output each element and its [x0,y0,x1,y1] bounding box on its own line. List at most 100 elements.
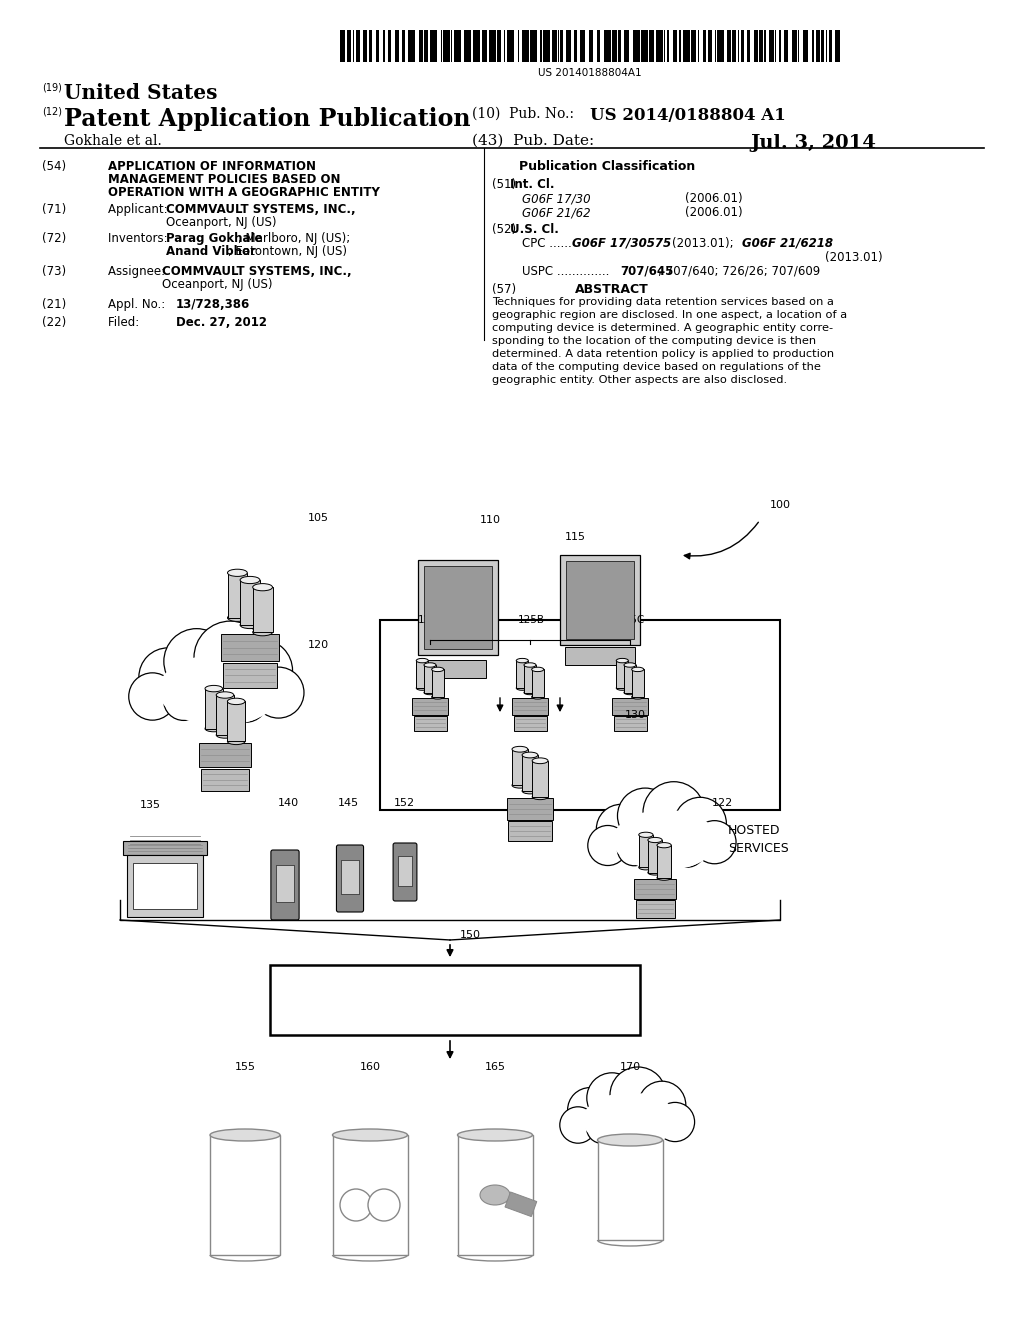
Text: 105: 105 [308,513,329,523]
Text: (2006.01): (2006.01) [685,191,742,205]
Bar [612,30,617,62]
Bar [597,1140,663,1239]
Text: 125C: 125C [618,615,645,624]
Ellipse shape [227,569,248,577]
Text: data of the computing device based on regulations of the: data of the computing device based on re… [492,362,821,372]
Bar [412,698,447,714]
Text: Applicant:: Applicant: [108,203,171,216]
Text: COMMVAULT SYSTEMS, INC.,: COMMVAULT SYSTEMS, INC., [162,265,351,279]
Bar [565,647,635,665]
Bar [613,715,646,731]
Bar [505,1192,537,1217]
Text: 170: 170 [620,1063,641,1072]
Text: (43)  Pub. Date:: (43) Pub. Date: [472,135,594,148]
Text: (2013.01);: (2013.01); [672,238,733,249]
Ellipse shape [512,783,527,788]
Text: 115: 115 [565,532,586,543]
Text: G06F 21/62: G06F 21/62 [522,206,591,219]
Bar [205,689,222,729]
Bar [633,30,640,62]
Text: Patent Application Publication: Patent Application Publication [63,107,470,131]
FancyBboxPatch shape [393,843,417,902]
Bar [369,30,372,62]
Bar [829,30,831,62]
Bar [616,660,629,688]
Bar [418,560,498,655]
Bar [574,30,577,62]
Text: United States: United States [63,83,217,103]
Circle shape [224,678,268,722]
Text: U.S. Cl.: U.S. Cl. [510,223,559,236]
Bar [512,750,527,785]
Ellipse shape [424,663,436,667]
Bar [388,30,391,62]
Text: Oceanport, NJ (US): Oceanport, NJ (US) [166,216,276,228]
Bar [216,696,233,735]
Ellipse shape [624,690,636,694]
Circle shape [617,832,651,866]
Text: (72): (72) [42,232,67,246]
Text: 125A: 125A [418,615,445,624]
Text: 110: 110 [480,515,501,525]
Bar [641,30,648,62]
Bar [649,30,654,62]
Bar [414,715,446,731]
Ellipse shape [639,865,653,870]
Bar [648,840,663,873]
Bar [508,821,552,841]
Bar [443,30,450,62]
Ellipse shape [480,1185,510,1205]
Text: Appl. No.:: Appl. No.: [108,298,173,312]
Ellipse shape [516,659,528,663]
Text: Dec. 27, 2012: Dec. 27, 2012 [176,315,267,329]
Text: , Marlboro, NJ (US);: , Marlboro, NJ (US); [238,232,350,246]
Bar [835,30,840,62]
Circle shape [643,781,705,843]
Bar [383,30,385,62]
Text: 145: 145 [338,799,359,808]
Text: Assignee:: Assignee: [108,265,169,279]
Bar [199,743,251,767]
Text: (19): (19) [42,83,61,92]
Circle shape [617,788,673,843]
Ellipse shape [253,628,272,636]
Bar [560,554,640,645]
Circle shape [567,1088,612,1133]
Ellipse shape [532,758,548,764]
Text: Int. Cl.: Int. Cl. [510,178,555,191]
Bar [639,834,653,867]
Text: (2013.01): (2013.01) [825,251,883,264]
Ellipse shape [253,583,272,591]
Bar [816,30,820,62]
Bar [769,30,774,62]
FancyBboxPatch shape [337,845,364,912]
Ellipse shape [616,659,629,663]
Ellipse shape [516,686,528,690]
Text: sponding to the location of the computing device is then: sponding to the location of the computin… [492,337,816,346]
Bar [727,30,731,62]
Bar [636,900,675,917]
Ellipse shape [648,870,663,875]
Bar [347,30,351,62]
Text: (57): (57) [492,282,516,296]
Text: 152: 152 [394,799,415,808]
Bar [597,30,600,62]
Bar [612,698,648,714]
Circle shape [693,821,736,863]
Bar [380,620,780,810]
Bar [395,30,399,62]
Bar [746,30,750,62]
Ellipse shape [424,690,436,694]
Ellipse shape [240,622,260,628]
Text: US 20140188804A1: US 20140188804A1 [539,69,642,78]
Bar [540,30,542,62]
Bar [221,634,280,661]
Bar [522,755,538,791]
Text: HOSTED
SERVICES: HOSTED SERVICES [728,825,788,855]
Circle shape [230,640,293,701]
Bar [333,1135,408,1255]
Text: 122: 122 [712,799,733,808]
Text: (73): (73) [42,265,67,279]
Ellipse shape [333,1129,408,1140]
Bar [512,698,548,714]
